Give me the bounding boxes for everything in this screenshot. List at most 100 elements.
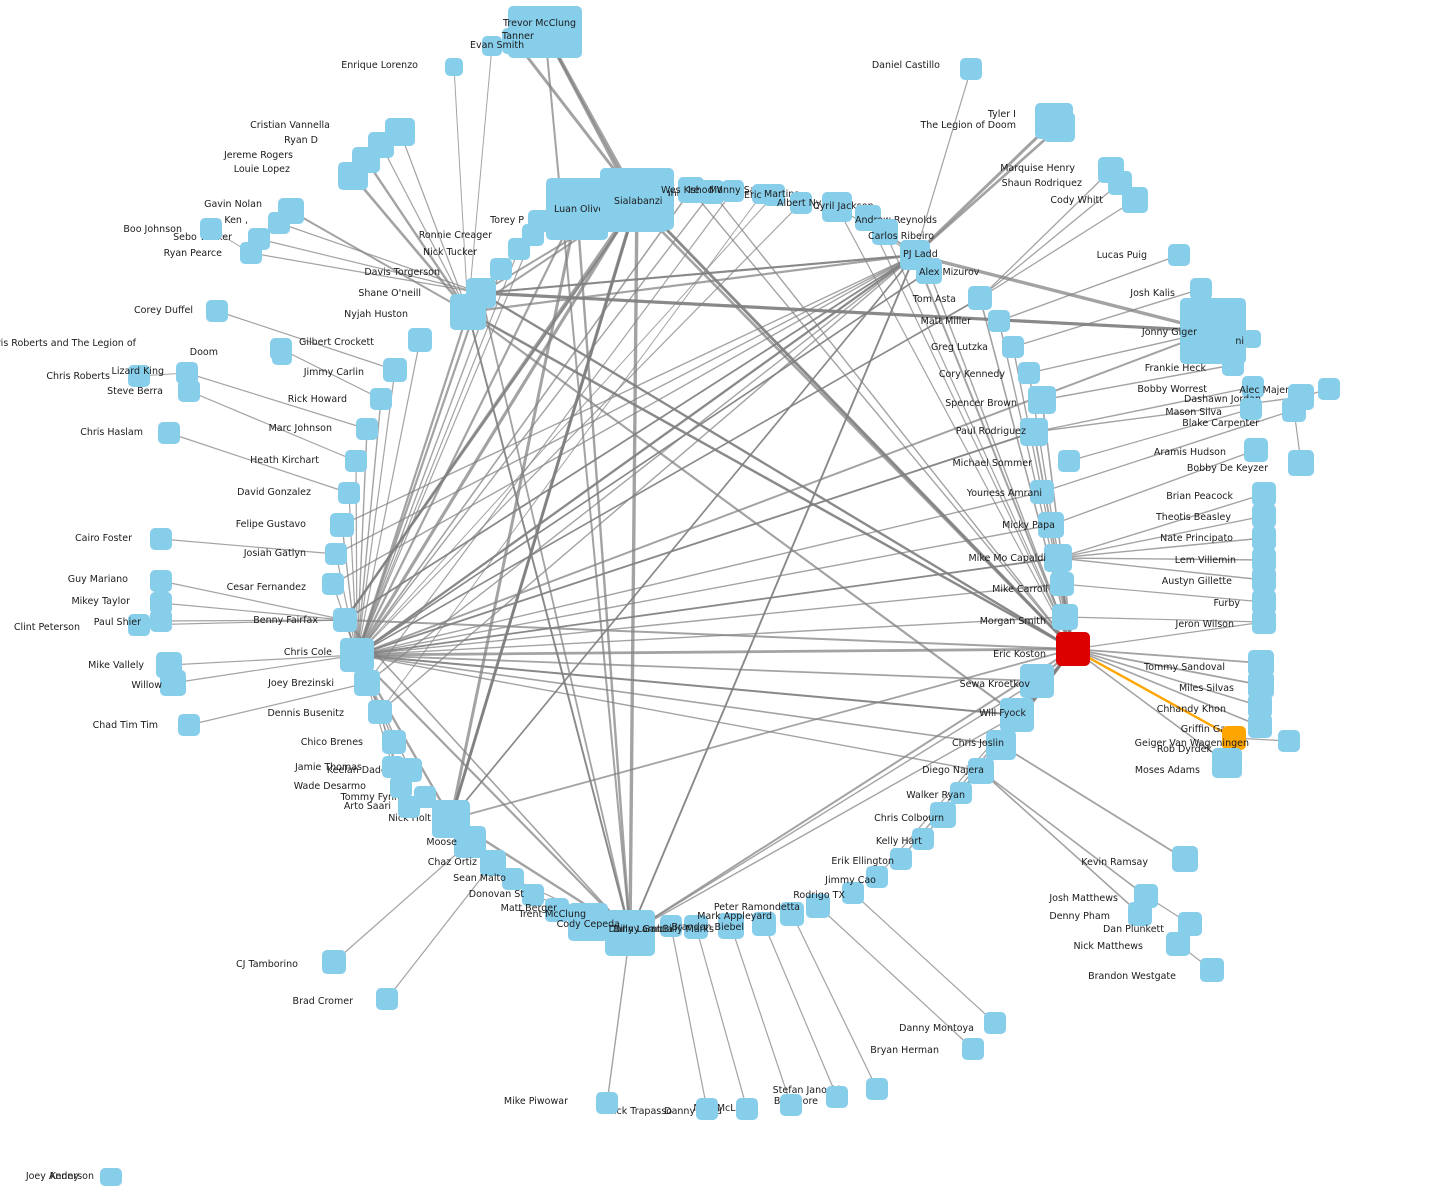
graph-edge[interactable] <box>453 66 469 313</box>
graph-node[interactable] <box>1050 572 1074 596</box>
graph-node[interactable] <box>1030 480 1054 504</box>
graph-edge[interactable] <box>1072 621 1265 650</box>
graph-node[interactable] <box>176 362 198 384</box>
graph-edge[interactable] <box>356 654 1018 716</box>
graph-edge[interactable] <box>670 925 708 1110</box>
graph-edge[interactable] <box>366 254 916 684</box>
graph-node[interactable] <box>790 192 812 214</box>
graph-edge[interactable] <box>1000 744 1186 860</box>
graph-node[interactable] <box>338 162 368 190</box>
graph-node[interactable] <box>822 192 852 222</box>
graph-edge[interactable] <box>1071 647 1236 740</box>
graph-node[interactable] <box>1282 398 1306 422</box>
graph-edge[interactable] <box>351 174 470 314</box>
graph-node[interactable] <box>322 950 346 974</box>
graph-edge[interactable] <box>629 254 916 934</box>
graph-edge[interactable] <box>1064 616 1265 623</box>
graph-edge[interactable] <box>480 292 631 934</box>
graph-node[interactable] <box>930 802 956 828</box>
graph-node[interactable] <box>370 388 392 410</box>
graph-edge[interactable] <box>188 682 368 726</box>
graph-edge[interactable] <box>160 602 346 621</box>
graph-node[interactable] <box>502 868 524 890</box>
graph-edge[interactable] <box>356 524 1052 656</box>
graph-node[interactable] <box>1252 526 1276 550</box>
graph-edge[interactable] <box>356 398 382 656</box>
graph-node[interactable] <box>200 218 222 240</box>
graph-edge[interactable] <box>711 191 1074 650</box>
graph-node[interactable] <box>1180 298 1246 364</box>
graph-edge[interactable] <box>366 190 734 684</box>
graph-edge[interactable] <box>250 252 482 294</box>
graph-edge[interactable] <box>867 217 1074 650</box>
graph-edge[interactable] <box>356 491 1043 656</box>
graph-edge[interactable] <box>467 45 493 313</box>
graph-edge[interactable] <box>466 253 917 314</box>
graph-node[interactable] <box>826 1086 848 1108</box>
graph-node[interactable] <box>545 898 569 922</box>
graph-node[interactable] <box>1172 846 1198 872</box>
graph-edge[interactable] <box>344 619 1074 650</box>
graph-node[interactable] <box>984 1012 1006 1034</box>
graph-edge[interactable] <box>1072 648 1261 707</box>
graph-node[interactable] <box>1288 450 1314 476</box>
graph-node[interactable] <box>986 730 1016 760</box>
graph-edge[interactable] <box>356 654 982 772</box>
graph-node[interactable] <box>322 573 344 595</box>
graph-node[interactable] <box>1222 354 1244 376</box>
graph-node[interactable] <box>330 513 354 537</box>
graph-edge[interactable] <box>188 390 357 462</box>
graph-edge[interactable] <box>1057 537 1265 559</box>
graph-edge[interactable] <box>160 619 346 622</box>
graph-node[interactable] <box>408 328 432 352</box>
graph-node[interactable] <box>340 638 374 672</box>
graph-edge[interactable] <box>1041 364 1234 401</box>
graph-node-selected[interactable] <box>1056 632 1090 666</box>
graph-node[interactable] <box>156 652 182 678</box>
graph-edge[interactable] <box>160 580 346 621</box>
graph-edge[interactable] <box>730 925 792 1106</box>
graph-node[interactable] <box>604 178 668 232</box>
graph-node[interactable] <box>1043 112 1075 142</box>
graph-edge[interactable] <box>466 310 1019 717</box>
graph-node[interactable] <box>356 418 378 440</box>
graph-node[interactable] <box>1002 336 1024 358</box>
graph-node[interactable] <box>605 910 655 956</box>
graph-node[interactable] <box>345 450 367 472</box>
graph-node[interactable] <box>1122 187 1148 213</box>
graph-node[interactable] <box>718 913 744 939</box>
graph-node[interactable] <box>596 1092 618 1114</box>
graph-node[interactable] <box>842 882 864 904</box>
graph-edge[interactable] <box>216 310 396 371</box>
graph-node[interactable] <box>752 912 776 936</box>
graph-node[interactable] <box>383 358 407 382</box>
graph-edge[interactable] <box>852 892 996 1024</box>
graph-node[interactable] <box>333 608 357 632</box>
graph-node[interactable] <box>1044 544 1072 572</box>
graph-node[interactable] <box>445 58 463 76</box>
graph-edge[interactable] <box>629 714 1018 934</box>
graph-edge[interactable] <box>280 348 382 400</box>
graph-node[interactable] <box>206 300 228 322</box>
graph-edge[interactable] <box>695 926 748 1110</box>
graph-node[interactable] <box>988 310 1010 332</box>
graph-node[interactable] <box>1038 512 1064 538</box>
graph-edge[interactable] <box>138 619 346 626</box>
graph-node[interactable] <box>522 884 544 906</box>
graph-edge[interactable] <box>380 144 469 313</box>
graph-edge[interactable] <box>356 270 930 656</box>
graph-node[interactable] <box>376 988 398 1010</box>
graph-node[interactable] <box>1252 482 1276 506</box>
graph-node[interactable] <box>178 714 200 736</box>
graph-node[interactable] <box>866 1078 888 1100</box>
graph-edge[interactable] <box>335 254 916 555</box>
graph-node[interactable] <box>150 610 172 632</box>
graph-edge[interactable] <box>1072 648 1228 764</box>
graph-edge[interactable] <box>791 913 878 1090</box>
graph-node[interactable] <box>960 58 982 80</box>
graph-edge[interactable] <box>979 199 1136 299</box>
graph-node[interactable] <box>150 528 172 550</box>
graph-node[interactable] <box>736 1098 758 1120</box>
graph-edge[interactable] <box>356 297 981 656</box>
graph-edge[interactable] <box>355 207 579 657</box>
